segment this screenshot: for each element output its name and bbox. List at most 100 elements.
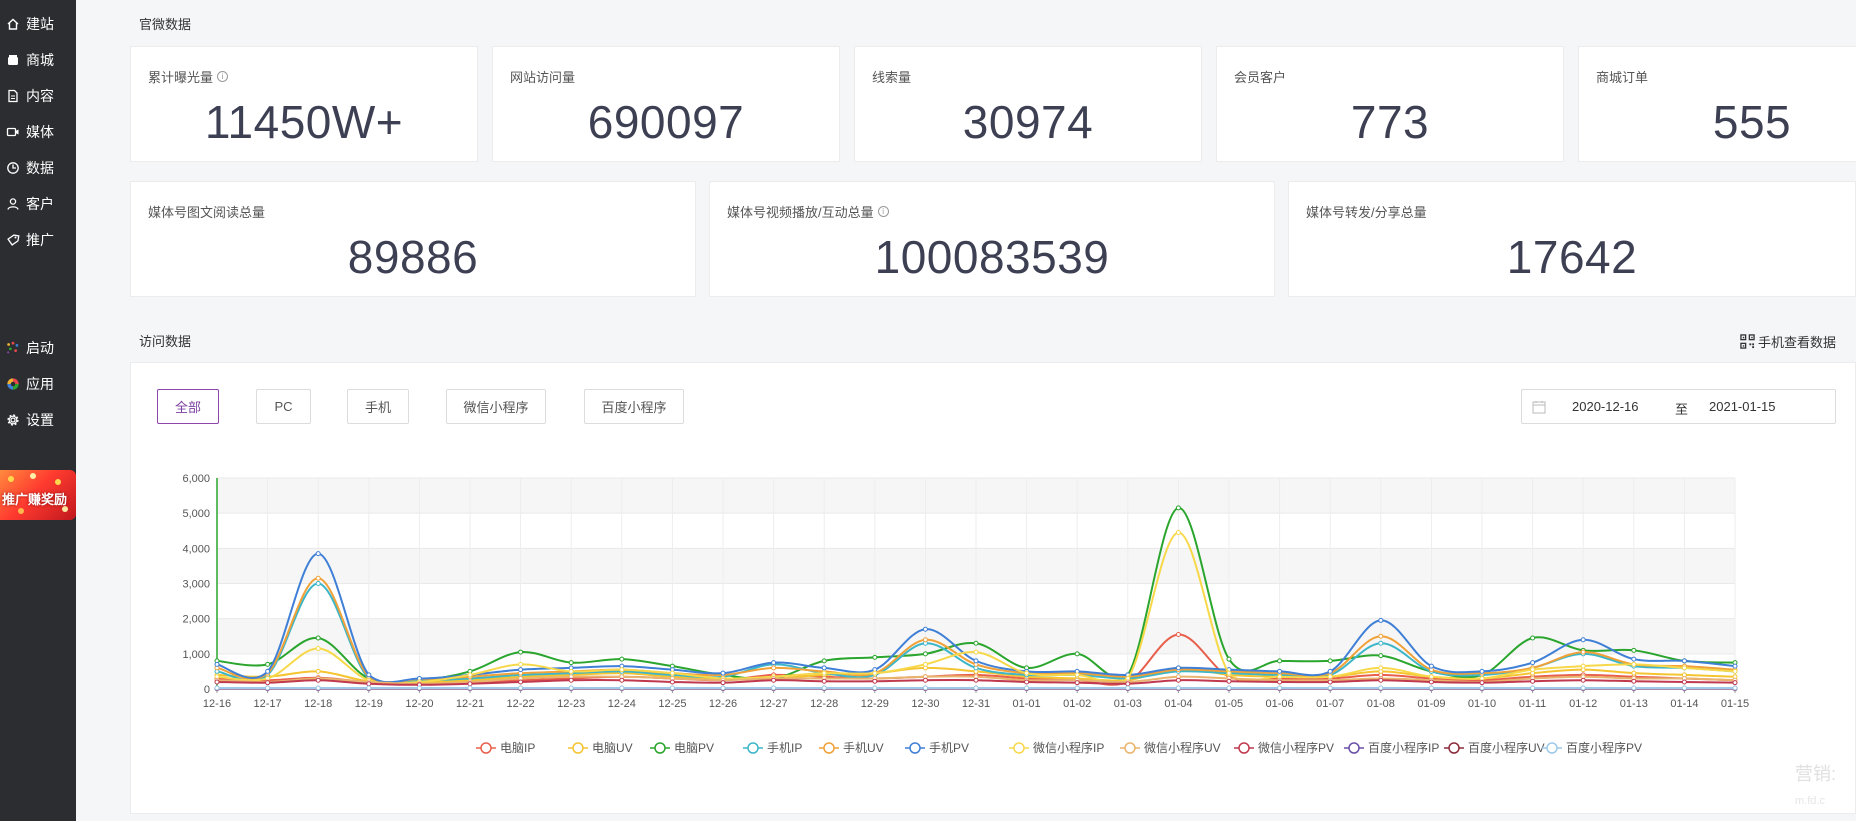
sidebar-item-label: 推广 [26,232,54,248]
stat-card-label: 商城订单 [1596,70,1649,85]
legend-marker [823,742,835,754]
apps-icon [6,377,20,391]
stat-card-label-wrap: 商城订单 [1596,67,1648,86]
mobile-view-button[interactable]: 手机查看数据 [1740,332,1836,351]
legend-marker [1124,742,1136,754]
sidebar-item-label: 内容 [26,88,54,104]
stat-card-value: 17642 [1506,231,1638,283]
legend-item[interactable]: 微信小程序IP [1009,740,1104,755]
stat-card-label-wrap: 会员客户 [1234,67,1286,86]
legend-item[interactable]: 电脑IP [476,741,535,755]
stat-card-label: 会员客户 [1234,70,1287,85]
stat-card-value: 555 [1712,96,1792,148]
stat-card-value: 30974 [962,96,1094,148]
legend-item[interactable]: 微信小程序PV [1234,740,1334,755]
legend-item[interactable]: 手机PV [905,741,969,755]
stat-card-value: 89886 [347,231,479,283]
overview-title: 官微数据 [139,17,192,32]
filter-button[interactable]: 全部 [157,389,219,424]
sidebar-item-apps[interactable]: 应用 [0,369,76,399]
sidebar-item-launch[interactable]: 启动 [0,333,76,363]
stat-card: 商城订单 555 [1578,46,1856,162]
mobile-view-label: 手机查看数据 [1758,335,1837,350]
stat-card: 媒体号转发/分享总量 17642 [1288,181,1856,297]
legend-label: 百度小程序IP [1368,740,1439,755]
sidebar-item-tag[interactable]: 推广 [0,225,76,255]
sidebar-item-label: 应用 [26,376,54,392]
gear-icon [6,413,20,427]
legend-marker [1238,742,1250,754]
legend-marker [654,742,666,754]
info-icon[interactable]: i [877,206,889,217]
sidebar-item-document[interactable]: 内容 [0,81,76,111]
legend-marker [1448,742,1460,754]
date-end[interactable]: 2021-01-15 [1709,399,1776,414]
legend-item[interactable]: 电脑PV [650,741,714,755]
legend-label: 微信小程序IP [1033,740,1104,755]
stat-card: 会员客户 773 [1216,46,1564,162]
stat-card: 线索量 30974 [854,46,1202,162]
sidebar-item-user[interactable]: 客户 [0,189,76,219]
legend-label: 微信小程序PV [1258,740,1334,755]
stat-card: 媒体号视频播放/互动总量 i 100083539 [709,181,1275,297]
stat-card-label-wrap: 媒体号转发/分享总量 [1306,202,1427,221]
legend-label: 手机UV [843,741,884,755]
stat-card-label: 媒体号视频播放/互动总量 [727,205,874,220]
stat-card-label: 累计曝光量 [148,70,214,85]
legend-marker [1013,742,1025,754]
tag-icon [6,233,20,247]
stat-card-label: 线索量 [872,70,912,85]
stat-card-label-wrap: 媒体号图文阅读总量 [148,202,265,221]
qrcode-icon [1740,334,1755,349]
info-icon[interactable]: i [217,71,229,82]
sidebar-item-media[interactable]: 媒体 [0,117,76,147]
document-icon [6,89,20,103]
legend-item[interactable]: 百度小程序PV [1542,740,1642,755]
legend-label: 百度小程序PV [1566,740,1642,755]
legend-label: 微信小程序UV [1144,740,1221,755]
date-start[interactable]: 2020-12-16 [1572,399,1639,414]
sidebar-item-label: 商城 [26,52,54,68]
legend-item[interactable]: 百度小程序UV [1444,740,1545,755]
stat-card: 媒体号图文阅读总量 89886 [130,181,696,297]
legend-marker [1348,742,1360,754]
date-range-picker[interactable]: 2020-12-16 至 2021-01-15 [1521,389,1836,424]
legend-item[interactable]: 百度小程序IP [1344,740,1439,755]
calendar-icon [1532,401,1546,414]
filter-button[interactable]: 微信小程序 [446,389,546,424]
sidebar-item-label: 客户 [26,196,54,212]
legend-label: 百度小程序UV [1468,740,1545,755]
legend-item[interactable]: 微信小程序UV [1120,740,1221,755]
legend-item[interactable]: 手机UV [819,741,884,755]
sidebar-item-gear[interactable]: 设置 [0,405,76,435]
stat-card: 网站访问量 690097 [492,46,840,162]
stat-card-label-wrap: 累计曝光量 i [148,67,229,86]
legend-marker [909,742,921,754]
filter-button[interactable]: 手机 [347,389,409,424]
stat-card-label-wrap: 线索量 [872,67,911,86]
stat-card-label-wrap: 网站访问量 [510,67,575,86]
legend-item[interactable]: 电脑UV [568,741,633,755]
watermark-small: m.fd.c [1795,795,1825,807]
stat-card-value: 11450W+ [204,96,404,148]
filter-button[interactable]: PC [256,389,311,424]
legend-label: 电脑UV [592,741,633,755]
filter-button[interactable]: 百度小程序 [584,389,684,424]
sidebar-item-label: 启动 [26,340,54,356]
sidebar-item-shop[interactable]: 商城 [0,45,76,75]
watermark: 营销: [1795,764,1837,784]
sidebar-item-home[interactable]: 建站 [0,9,76,39]
sidebar-item-chart-pie[interactable]: 数据 [0,153,76,183]
media-icon [6,125,20,139]
user-icon [6,197,20,211]
legend-item[interactable]: 手机IP [743,741,802,755]
legend-label: 手机IP [767,741,802,755]
legend-marker [572,742,584,754]
legend-label: 电脑IP [500,741,535,755]
stat-card-value: 100083539 [874,231,1110,283]
stat-card-label-wrap: 媒体号视频播放/互动总量 i [727,202,889,221]
promo-banner[interactable]: 推广赚奖励 [0,470,76,520]
stat-card-value: 690097 [587,96,745,148]
sidebar-item-label: 数据 [26,160,54,176]
legend-label: 手机PV [929,741,969,755]
